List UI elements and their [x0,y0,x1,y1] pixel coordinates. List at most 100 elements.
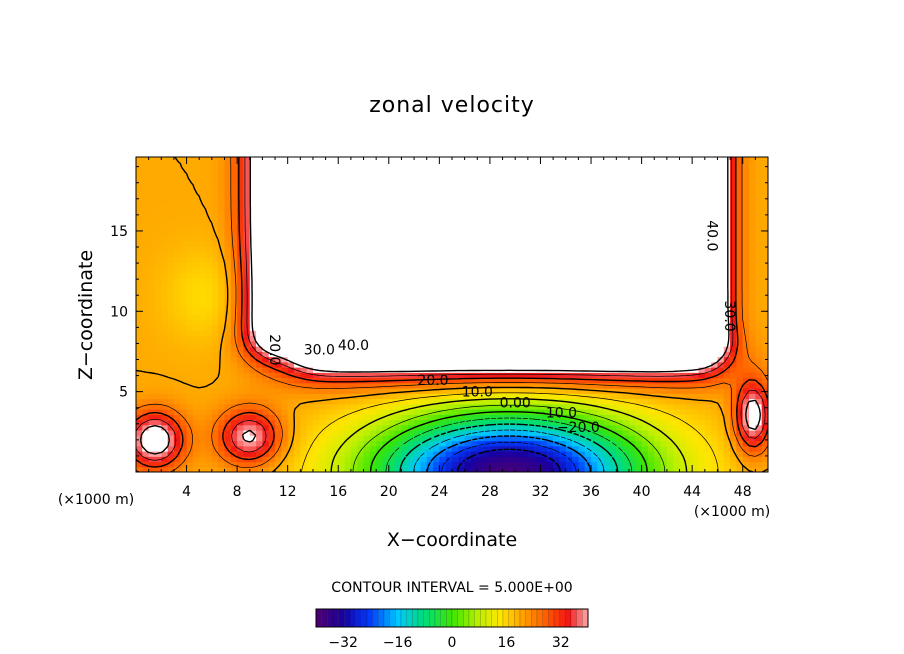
field-cell [331,209,339,216]
field-cell [755,393,763,400]
field-cell [357,304,365,310]
field-cell [483,351,491,358]
field-cell [161,304,169,310]
field-cell [692,388,700,394]
field-cell [218,456,226,463]
field-cell [338,466,346,472]
field-cell [660,230,668,237]
field-cell [641,314,649,321]
field-cell [692,435,700,442]
field-cell [312,414,320,421]
field-cell [445,267,453,274]
field-cell [173,314,181,321]
field-cell [534,235,542,242]
field-cell [338,388,346,394]
field-cell [647,372,655,379]
field-cell [546,283,554,289]
field-cell [357,330,365,337]
field-cell [508,435,516,442]
field-cell [761,466,768,472]
field-cell [736,319,744,326]
field-cell [470,388,478,394]
field-cell [692,272,700,279]
field-cell [502,346,510,352]
field-cell [654,424,662,431]
field-cell [603,430,611,436]
field-cell [154,372,162,379]
field-cell [464,314,472,321]
field-cell [553,304,561,310]
field-cell [749,325,756,331]
field-cell [205,272,213,279]
field-cell [496,251,504,258]
field-cell [230,319,238,326]
field-cell [546,414,554,421]
field-cell [331,304,339,310]
field-cell [199,225,207,232]
field-cell [502,314,510,321]
field-cell [742,272,750,279]
field-cell [628,456,636,463]
field-cell [414,309,421,316]
field-cell [673,367,681,373]
field-cell [445,220,453,226]
field-cell [420,304,428,310]
field-cell [420,330,428,337]
field-cell [300,267,308,274]
field-cell [154,424,162,431]
field-cell [470,382,478,389]
field-cell [553,251,561,258]
field-cell [256,335,263,342]
field-cell [635,461,643,468]
field-cell [673,209,681,216]
field-cell [679,340,687,347]
field-cell [294,351,301,358]
field-cell [136,367,143,373]
field-cell [312,409,320,415]
field-cell [376,445,384,452]
field-cell [489,456,497,463]
field-cell [275,335,282,342]
field-cell [218,304,226,310]
field-cell [622,440,630,447]
field-cell [275,241,282,247]
field-cell [458,220,466,226]
field-cell [376,367,384,373]
field-cell [477,340,485,347]
field-cell [660,246,668,253]
field-cell [730,325,737,331]
field-cell [439,445,447,452]
field-cell [546,398,554,405]
field-cell [641,319,649,326]
field-cell [679,351,687,358]
field-cell [698,277,706,284]
field-cell [294,367,301,373]
field-cell [388,262,396,268]
field-cell [180,230,188,237]
field-cell [761,256,768,263]
field-cell [186,388,194,394]
field-cell [603,288,611,295]
field-cell [161,367,169,373]
field-cell [527,272,535,279]
field-cell [136,251,143,258]
field-cell [470,424,478,431]
field-cell [218,209,226,216]
field-cell [281,466,289,472]
field-cell [294,251,301,258]
field-cell [445,361,453,368]
field-cell [483,309,491,316]
field-cell [654,430,662,436]
field-cell [230,424,238,431]
field-cell [382,309,390,316]
field-cell [641,367,649,373]
field-cell [376,277,384,284]
field-cell [711,288,719,295]
field-cell [388,340,396,347]
field-cell [338,445,346,452]
field-cell [685,293,693,300]
field-cell [439,277,447,284]
field-cell [521,262,529,268]
field-cell [173,445,181,452]
field-cell [180,372,188,379]
